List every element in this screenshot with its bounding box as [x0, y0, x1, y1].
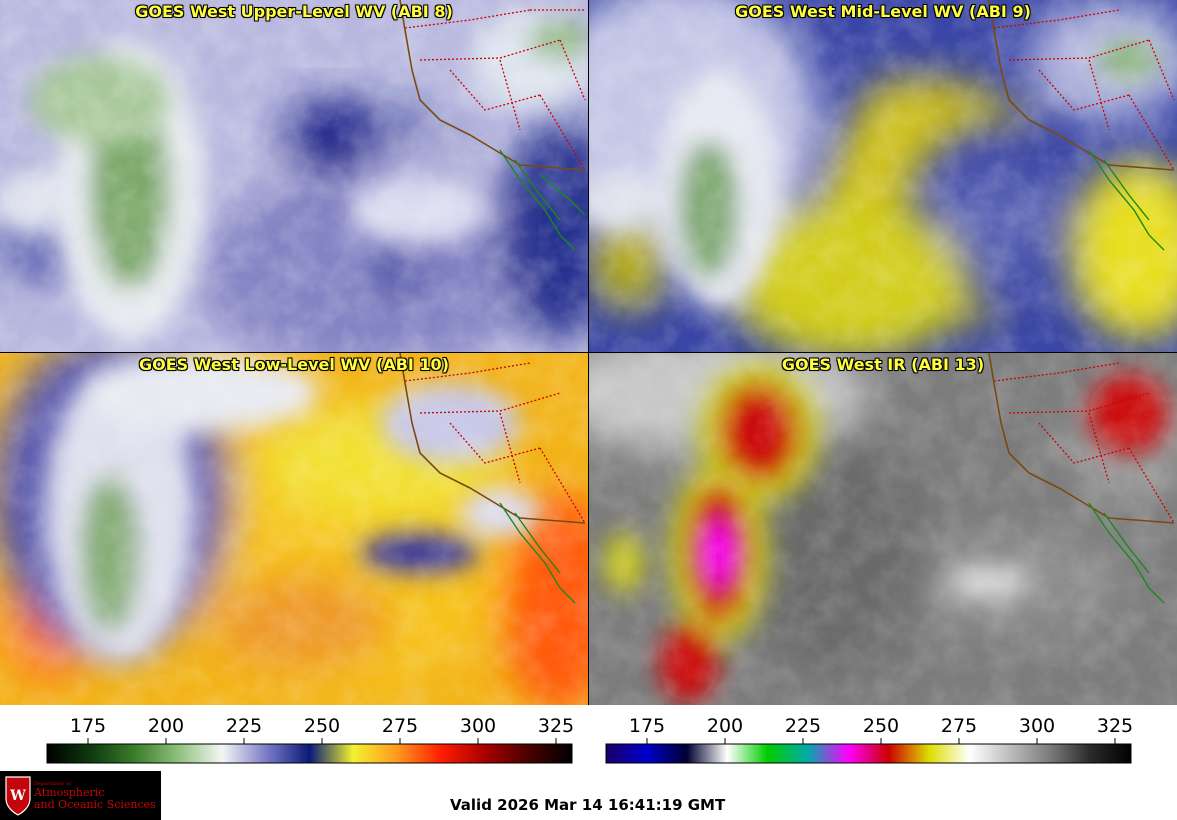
baja-coastline: [499, 502, 576, 604]
low-level-wv-title: GOES West Low-Level WV (ABI 10): [138, 355, 449, 374]
ir-colorbar-gradient: [605, 743, 1132, 764]
logo-line1: Atmospheric: [34, 786, 105, 799]
ir-colorbar-tick-label: 250: [863, 715, 899, 737]
ir-colorbar-tick-label: 325: [1097, 715, 1133, 737]
logo-department: Department of: [34, 781, 71, 787]
baja-coastline: [1088, 149, 1165, 251]
logo-line2: and Oceanic Sciences: [34, 798, 156, 811]
ir-colorbar-svg: 175 200 225 250 275 300 325: [605, 715, 1133, 764]
wv-colorbar-tick-label: 200: [148, 715, 184, 737]
ir-colorbar: 175 200 225 250 275 300 325: [605, 712, 1133, 767]
mid-level-wv-panel: GOES West Mid-Level WV (ABI 9): [589, 0, 1177, 352]
ir-title: GOES West IR (ABI 13): [781, 355, 985, 374]
mid-level-wv-title: GOES West Mid-Level WV (ABI 9): [735, 2, 1031, 21]
wv-colorbar-tick-label: 225: [226, 715, 262, 737]
ir-panel: GOES West IR (ABI 13): [589, 353, 1177, 705]
coastline: [988, 353, 1175, 524]
ir-colorbar-tick-label: 200: [707, 715, 743, 737]
baja-coastline: [499, 149, 586, 251]
state-borders: [993, 362, 1175, 524]
aos-logo: W Department of Atmospheric and Oceanic …: [0, 771, 161, 820]
wv-colorbar-tick-label: 300: [460, 715, 496, 737]
wv-colorbar-gradient: [46, 743, 573, 764]
wv-colorbar-svg: 175 200 225 250 275 300 325: [46, 715, 574, 764]
ir-image: [589, 353, 1177, 705]
logo-text: Department of Atmospheric and Oceanic Sc…: [34, 781, 156, 811]
upper-level-wv-panel: GOES West Upper-Level WV (ABI 8): [0, 0, 588, 352]
coastline: [399, 353, 586, 524]
wv-colorbar-tick-label: 325: [538, 715, 574, 737]
wv-colorbar-tick-label: 175: [70, 715, 106, 737]
wv-colorbar-tick-label: 250: [304, 715, 340, 737]
ir-colorbar-tick-label: 300: [1019, 715, 1055, 737]
state-borders: [404, 362, 586, 524]
low-level-wv-panel: GOES West Low-Level WV (ABI 10): [0, 353, 588, 705]
upper-level-wv-image: [0, 0, 588, 352]
mid-level-wv-image: [589, 0, 1177, 352]
ir-colorbar-tick-label: 275: [941, 715, 977, 737]
ir-colorbar-tick-label: 225: [785, 715, 821, 737]
coastline: [988, 0, 1175, 171]
state-borders: [993, 9, 1175, 171]
wv-colorbar: 175 200 225 250 275 300 325: [46, 712, 574, 767]
wv-colorbar-tick-label: 275: [382, 715, 418, 737]
low-level-wv-image: [0, 353, 588, 705]
coastline: [399, 0, 586, 171]
upper-level-wv-title: GOES West Upper-Level WV (ABI 8): [135, 2, 453, 21]
baja-coastline: [1088, 502, 1165, 604]
ir-colorbar-tick-label: 175: [629, 715, 665, 737]
valid-time: Valid 2026 Mar 14 16:41:19 GMT: [450, 796, 726, 814]
state-borders: [404, 9, 586, 171]
panel-divider-horizontal: [0, 352, 1177, 353]
svg-text:W: W: [9, 788, 26, 804]
uw-crest-icon: W: [5, 776, 31, 816]
